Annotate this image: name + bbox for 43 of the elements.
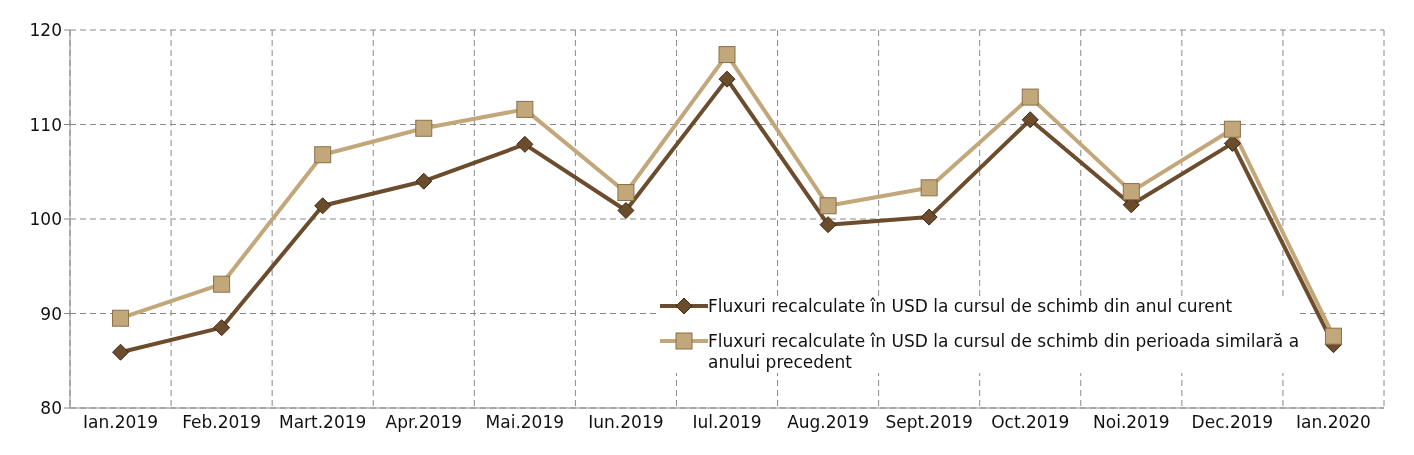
point — [617, 184, 635, 202]
x-tick-label: Mart.2019 — [278, 412, 367, 433]
x-tick-label: Ian.2020 — [1296, 412, 1371, 433]
point — [213, 275, 231, 293]
x-tick-label: Sept.2019 — [885, 412, 973, 433]
x-tick-label: Noi.2019 — [1093, 412, 1170, 433]
y-tick-label: 100 — [29, 209, 62, 230]
point — [617, 201, 635, 219]
x-tick-label: Iun.2019 — [588, 412, 664, 433]
point — [213, 319, 231, 337]
legend-label: Fluxuri recalculate în USD la cursul de schimb din perioada similară a anului precedent — [708, 331, 1300, 373]
point — [516, 135, 534, 153]
point — [1021, 88, 1039, 106]
point — [112, 343, 130, 361]
point — [1223, 120, 1241, 138]
point — [415, 172, 433, 190]
x-tick-label: Dec.2019 — [1191, 412, 1274, 433]
point — [415, 119, 433, 137]
point — [1021, 111, 1039, 129]
point — [819, 216, 837, 234]
x-tick-label: Ian.2019 — [83, 412, 158, 433]
point — [718, 46, 736, 64]
x-tick-label: Aug.2019 — [787, 412, 870, 433]
point — [516, 100, 534, 118]
x-tick-label: Apr.2019 — [385, 412, 463, 433]
y-tick-label: 120 — [29, 20, 62, 41]
point — [1324, 327, 1342, 345]
point — [1122, 183, 1140, 201]
x-tick-label: Oct.2019 — [991, 412, 1070, 433]
point — [920, 179, 938, 197]
y-tick-label: 90 — [40, 303, 62, 324]
point — [112, 309, 130, 327]
point — [819, 197, 837, 215]
y-tick-label: 80 — [40, 398, 62, 419]
x-tick-label: Feb.2019 — [182, 412, 262, 433]
point — [314, 197, 332, 215]
x-tick-label: Mai.2019 — [485, 412, 565, 433]
point — [920, 208, 938, 226]
legend-label: Fluxuri recalculate în USD la cursul de schimb din anul curent — [708, 296, 1233, 317]
y-tick-label: 110 — [29, 114, 62, 135]
point — [718, 70, 736, 88]
x-tick-label: Iul.2019 — [692, 412, 762, 433]
point — [314, 146, 332, 164]
